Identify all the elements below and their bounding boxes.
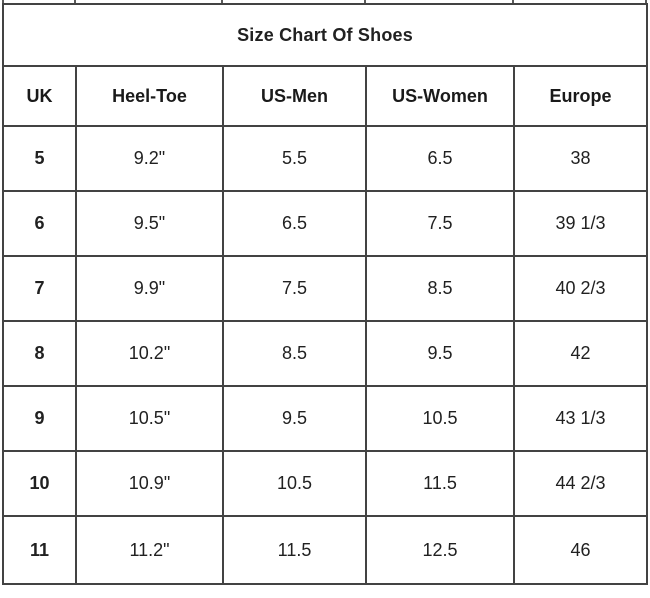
cell-heel-toe: 9.5" (75, 190, 224, 257)
cell-us-women: 8.5 (365, 255, 515, 322)
cell-heel-toe: 10.9" (75, 450, 224, 517)
table-row-uk-10: 10 10.9" 10.5 11.5 44 2/3 (2, 450, 649, 517)
cell-uk: 8 (2, 320, 77, 387)
column-header-europe: Europe (512, 65, 649, 127)
header-row: UK Heel-Toe US-Men US-Women Europe (2, 65, 649, 127)
cell-us-men: 6.5 (222, 190, 367, 257)
cell-europe: 43 1/3 (512, 385, 649, 452)
top-edge-tick (645, 0, 647, 5)
cell-europe: 42 (512, 320, 649, 387)
chart-title: Size Chart Of Shoes (1, 3, 649, 67)
column-header-us-men: US-Men (222, 65, 367, 127)
cell-us-men: 5.5 (222, 125, 367, 192)
column-header-us-women: US-Women (365, 65, 515, 127)
cell-uk: 9 (2, 385, 77, 452)
cell-heel-toe: 11.2" (75, 515, 224, 585)
table-row-uk-7: 7 9.9" 7.5 8.5 40 2/3 (2, 255, 649, 322)
table-row-uk-8: 8 10.2" 8.5 9.5 42 (2, 320, 649, 387)
top-edge-tick (364, 0, 366, 5)
cell-us-men: 10.5 (222, 450, 367, 517)
top-edge-tick (221, 0, 223, 5)
cell-uk: 10 (2, 450, 77, 517)
cell-europe: 44 2/3 (512, 450, 649, 517)
cell-us-women: 9.5 (365, 320, 515, 387)
cell-us-women: 6.5 (365, 125, 515, 192)
cell-uk: 7 (2, 255, 77, 322)
table-row-uk-6: 6 9.5" 6.5 7.5 39 1/3 (2, 190, 649, 257)
top-edge-tick (512, 0, 514, 5)
cell-heel-toe: 10.5" (75, 385, 224, 452)
cell-europe: 38 (512, 125, 649, 192)
column-header-uk: UK (2, 65, 77, 127)
title-row: Size Chart Of Shoes (1, 3, 649, 67)
cell-us-women: 11.5 (365, 450, 515, 517)
top-edge-tick (2, 0, 4, 5)
cell-europe: 46 (512, 515, 649, 585)
cell-uk: 5 (2, 125, 77, 192)
size-chart-table: Size Chart Of Shoes UK Heel-Toe US-Men US-W… (1, 3, 649, 585)
cell-us-women: 10.5 (365, 385, 515, 452)
cell-uk: 6 (2, 190, 77, 257)
cell-us-men: 8.5 (222, 320, 367, 387)
table-row-uk-5: 5 9.2" 5.5 6.5 38 (2, 125, 649, 192)
cell-us-men: 7.5 (222, 255, 367, 322)
cell-uk: 11 (2, 515, 77, 585)
cell-us-women: 7.5 (365, 190, 515, 257)
cell-us-women: 12.5 (365, 515, 515, 585)
cell-heel-toe: 9.9" (75, 255, 224, 322)
column-header-heel-toe: Heel-Toe (75, 65, 224, 127)
cell-us-men: 11.5 (222, 515, 367, 585)
cell-europe: 39 1/3 (512, 190, 649, 257)
table-row-uk-11: 11 11.2" 11.5 12.5 46 (2, 515, 649, 585)
table-row-uk-9: 9 10.5" 9.5 10.5 43 1/3 (2, 385, 649, 452)
cell-us-men: 9.5 (222, 385, 367, 452)
cell-heel-toe: 9.2" (75, 125, 224, 192)
top-edge-tick (74, 0, 76, 5)
cell-europe: 40 2/3 (512, 255, 649, 322)
cell-heel-toe: 10.2" (75, 320, 224, 387)
